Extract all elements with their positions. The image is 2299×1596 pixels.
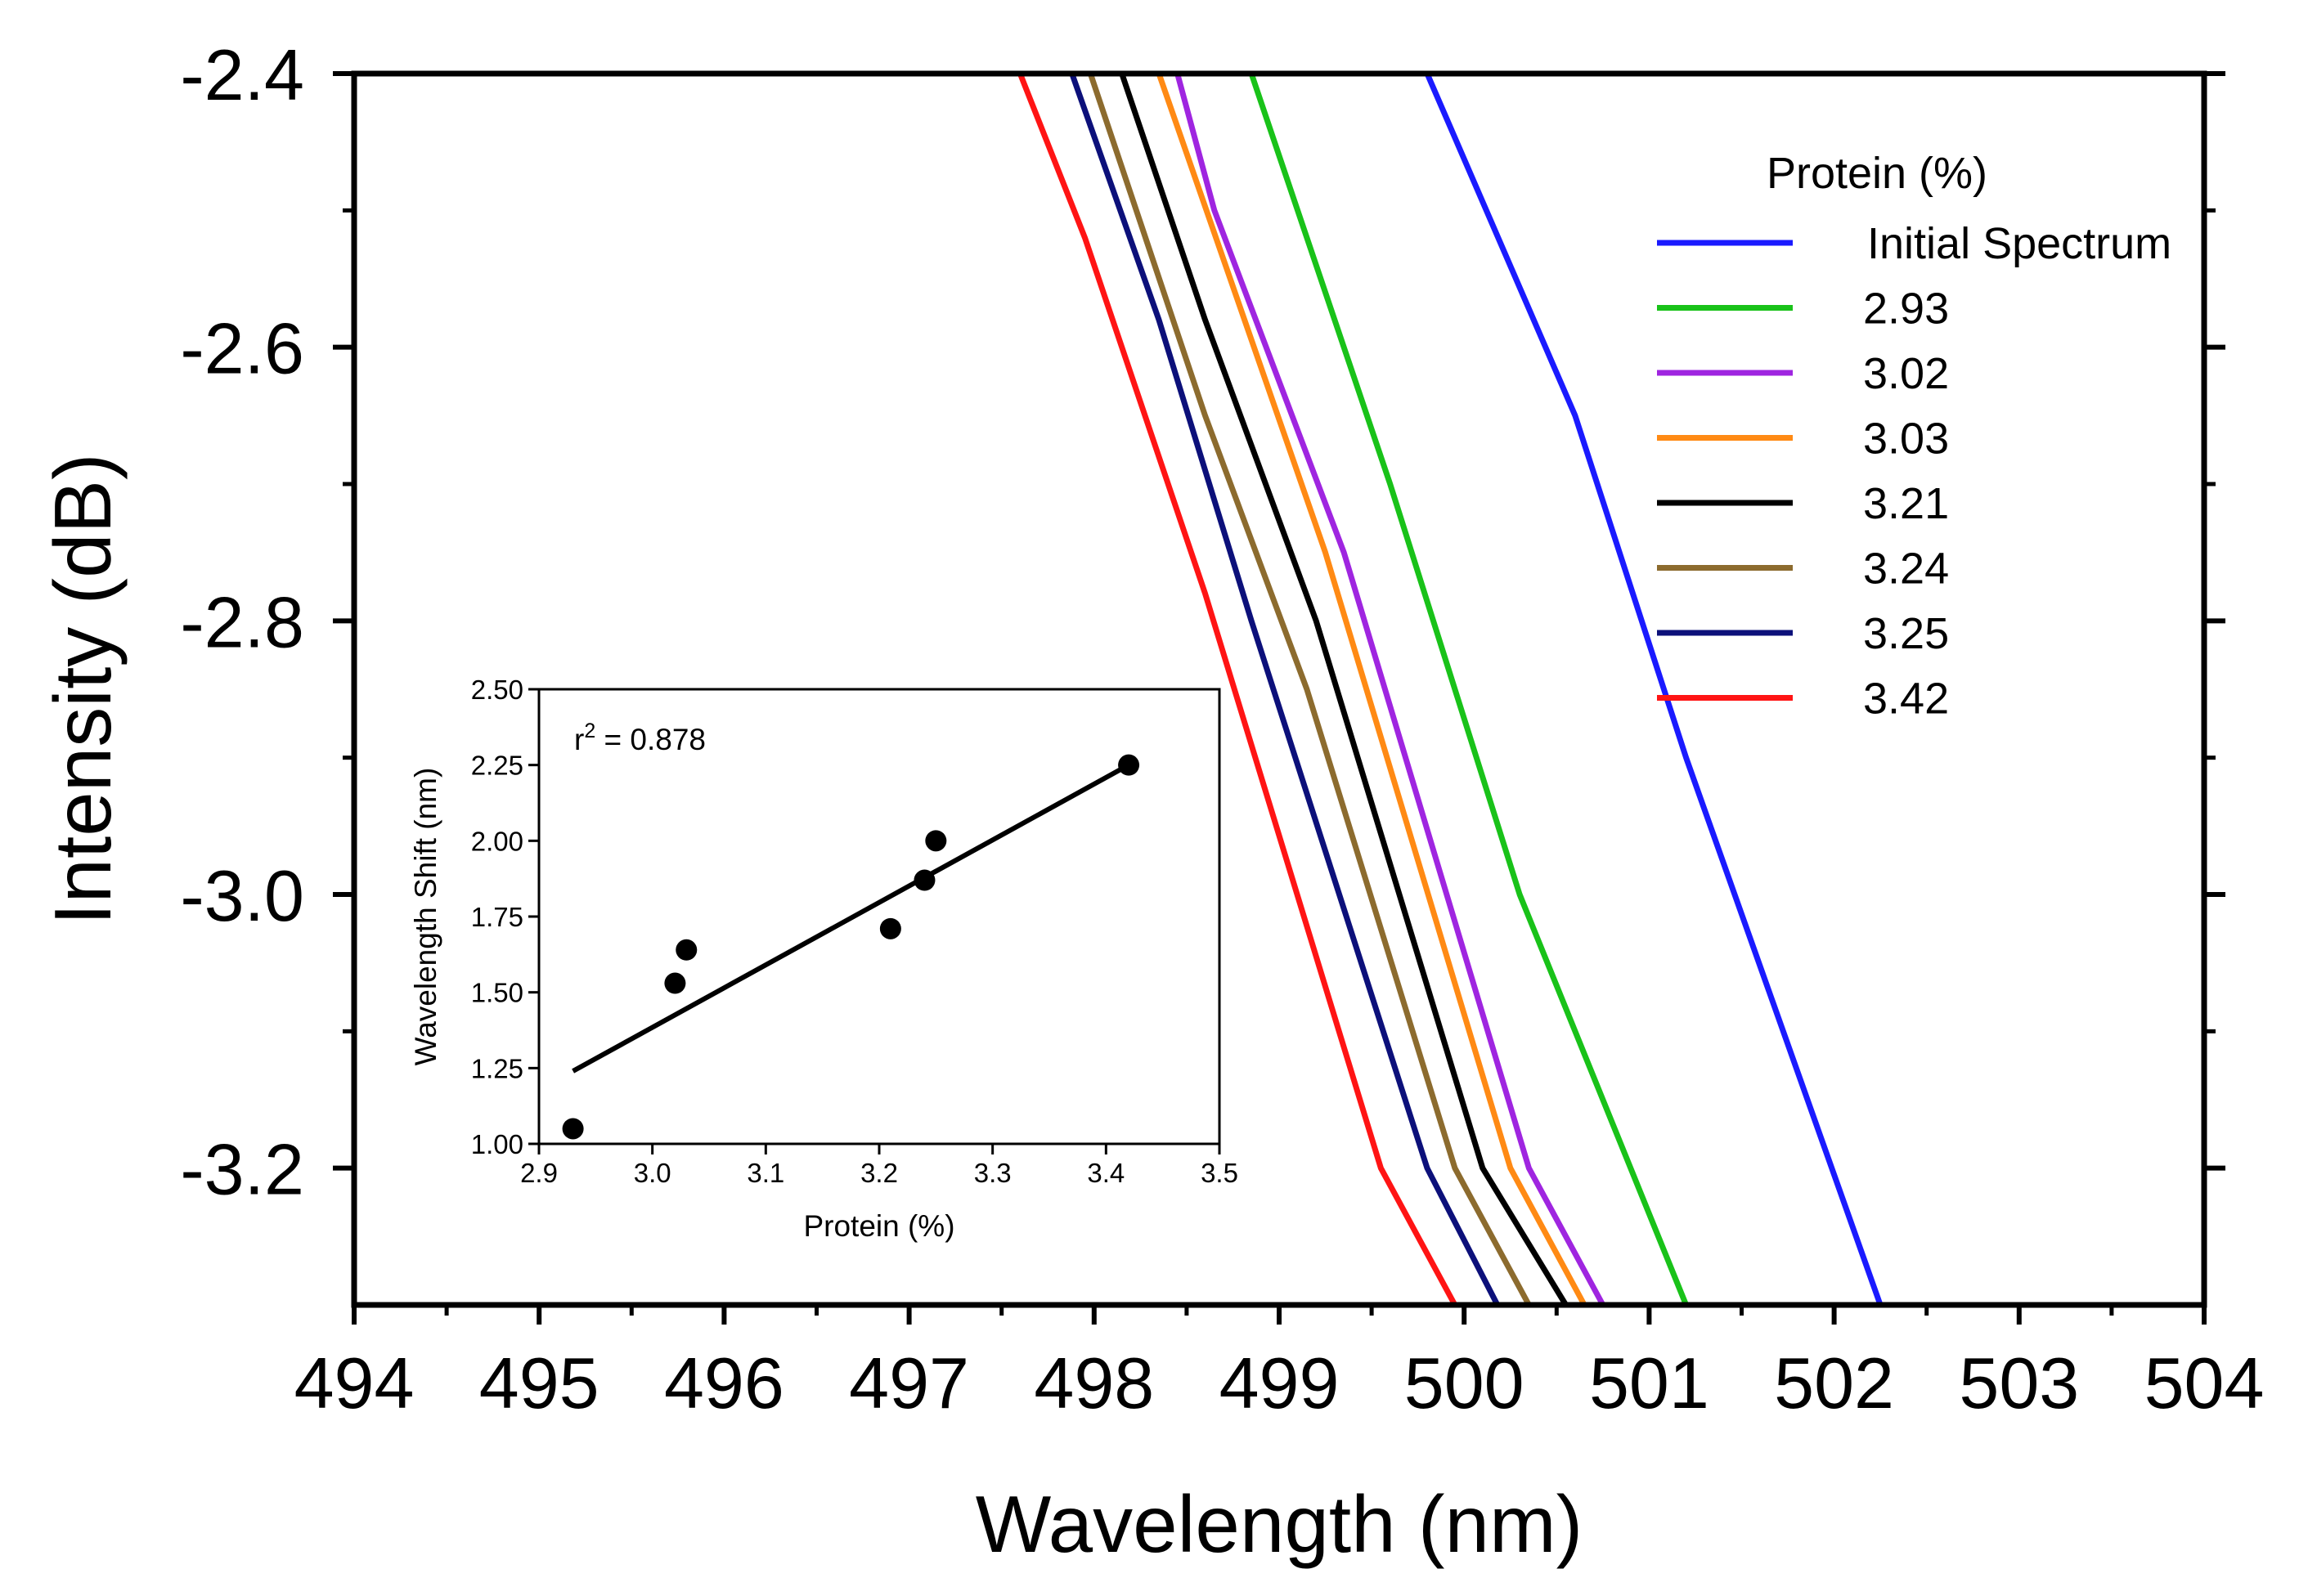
inset-data-point xyxy=(664,973,685,994)
inset-x-tick-label: 3.0 xyxy=(634,1158,671,1188)
inset-y-tick-label: 1.00 xyxy=(471,1129,523,1159)
inset-y-tick-label: 1.50 xyxy=(471,978,523,1008)
legend-title: Protein (%) xyxy=(1767,149,1987,198)
main-x-tick-label: 495 xyxy=(479,1343,599,1423)
main-x-tick-label: 501 xyxy=(1589,1343,1709,1423)
main-y-tick-label: -3.0 xyxy=(180,855,304,936)
main-x-tick-label: 502 xyxy=(1774,1343,1894,1423)
inset-data-point xyxy=(914,870,935,891)
main-x-tick-label: 496 xyxy=(664,1343,784,1423)
legend-label-5: 3.24 xyxy=(1863,545,1949,594)
main-x-tick-label: 499 xyxy=(1219,1343,1340,1423)
inset-y-tick-label: 1.25 xyxy=(471,1053,523,1083)
main-x-tick-label: 503 xyxy=(1959,1343,2079,1423)
legend-label-7: 3.42 xyxy=(1863,675,1949,724)
main-x-tick-label: 504 xyxy=(2144,1343,2265,1423)
inset-y-axis-label: Wavelength Shift (nm) xyxy=(409,768,442,1066)
inset-y-tick-label: 1.75 xyxy=(471,902,523,932)
main-y-tick-label: -2.8 xyxy=(180,581,304,662)
main-x-tick-labels: 494 495 496 497 498 499 500 501 502 503 504 xyxy=(294,1343,2265,1423)
inset-x-tick-label: 2.9 xyxy=(520,1158,558,1188)
legend-label-0: Initial Spectrum xyxy=(1867,219,2171,268)
main-x-axis-label: Wavelength (nm) xyxy=(976,1479,1583,1569)
legend-label-2: 3.02 xyxy=(1863,349,1949,398)
main-y-tick-label: -3.2 xyxy=(180,1129,304,1210)
main-x-tick-label: 498 xyxy=(1034,1343,1154,1423)
inset-data-point xyxy=(563,1118,584,1139)
legend-label-4: 3.21 xyxy=(1863,479,1949,528)
inset-y-tick-label: 2.00 xyxy=(471,826,523,856)
inset-y-tick-label: 2.25 xyxy=(471,751,523,781)
inset-x-tick-label: 3.2 xyxy=(860,1158,898,1188)
inset-x-axis-label: Protein (%) xyxy=(803,1209,954,1243)
main-x-tick-label: 494 xyxy=(294,1343,415,1423)
inset-x-tick-label: 3.5 xyxy=(1201,1158,1238,1188)
legend-label-1: 2.93 xyxy=(1863,285,1949,334)
r-squared-superscript: 2 xyxy=(584,720,595,742)
inset-x-tick-label: 3.1 xyxy=(747,1158,784,1188)
inset-data-point xyxy=(676,939,697,961)
legend-label-3: 3.03 xyxy=(1863,415,1949,464)
main-x-tick-label: 497 xyxy=(849,1343,969,1423)
inset-x-tick-label: 3.4 xyxy=(1087,1158,1125,1188)
inset-y-tick-label: 2.50 xyxy=(471,675,523,705)
r-squared-symbol: r xyxy=(574,723,584,756)
inset-data-point xyxy=(925,830,946,851)
main-y-tick-label: -2.6 xyxy=(180,308,304,389)
main-x-tick-label: 500 xyxy=(1404,1343,1524,1423)
r-squared-value: = 0.878 xyxy=(595,723,706,756)
spectrum-figure: 494 495 496 497 498 499 500 501 502 503 504 -2.4 -2… xyxy=(0,0,2299,1596)
main-y-tick-label: -2.4 xyxy=(180,34,304,115)
inset-data-point xyxy=(880,918,901,939)
legend-label-6: 3.25 xyxy=(1863,609,1949,658)
inset-x-tick-label: 3.3 xyxy=(974,1158,1012,1188)
main-y-axis-label: Intensity (dB) xyxy=(38,453,128,925)
inset-data-point xyxy=(1118,755,1139,776)
